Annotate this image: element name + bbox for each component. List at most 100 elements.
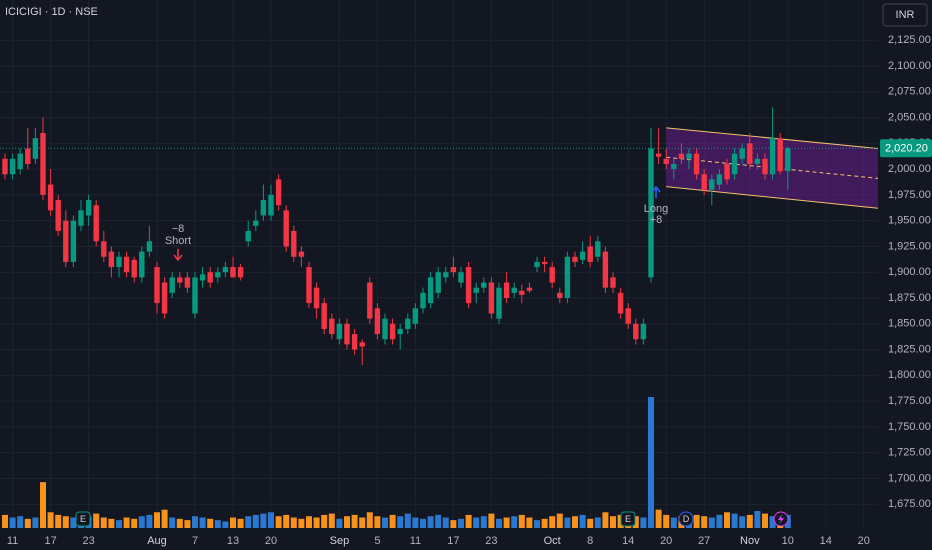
currency-label[interactable]: INR: [896, 9, 915, 21]
event-label[interactable]: E: [625, 514, 631, 524]
candle-body: [298, 251, 305, 257]
volume-bar: [632, 516, 639, 528]
volume-bar: [344, 516, 350, 528]
volume-bar: [488, 513, 495, 528]
candle-body: [116, 256, 122, 268]
candle-body: [161, 282, 168, 314]
volume-bar: [32, 517, 39, 528]
candle-body: [367, 282, 373, 319]
event-label[interactable]: E: [80, 514, 86, 524]
symbol-title: ICICIGI · 1D · NSE: [5, 6, 98, 18]
channel-bottom: [666, 186, 879, 209]
volume-bar: [260, 513, 267, 528]
volume-bar: [556, 513, 563, 528]
event-badge[interactable]: D: [678, 511, 694, 527]
y-tick-label: 2,075.00: [888, 86, 931, 98]
candle-body: [230, 267, 236, 278]
x-tick-label: 20: [660, 535, 672, 547]
volume-bar: [336, 518, 343, 528]
candle-body: [108, 251, 115, 268]
y-tick-label: 1,875.00: [888, 292, 931, 304]
y-tick-label: 2,125.00: [888, 34, 931, 46]
candle-body: [382, 318, 388, 340]
x-tick-label: 7: [192, 535, 198, 547]
event-badge[interactable]: E: [75, 511, 91, 527]
candle-body: [443, 272, 449, 278]
candle-body: [275, 179, 282, 206]
candle-body: [503, 282, 510, 298]
candle-body: [595, 241, 601, 257]
volume-bar: [154, 512, 160, 528]
volume-bar: [465, 514, 472, 528]
volume-bar: [427, 516, 434, 528]
volume-bar: [450, 520, 457, 528]
volume-bar: [397, 516, 404, 528]
x-tick-label: 17: [44, 535, 56, 547]
volume-bar: [214, 520, 221, 528]
volume-bar: [701, 516, 708, 528]
event-badge[interactable]: E: [620, 511, 636, 527]
volume-bar: [176, 518, 183, 528]
candle-body: [572, 256, 578, 262]
volume-bar: [268, 512, 274, 528]
candle-body: [640, 323, 647, 340]
volume-bar: [503, 517, 510, 528]
candle-body: [769, 138, 776, 175]
candle-body: [291, 230, 297, 257]
x-tick-label: Nov: [740, 535, 760, 547]
volume-bar: [252, 514, 259, 528]
candle-body: [754, 158, 761, 164]
volume-bar: [351, 514, 358, 528]
x-tick-label: 23: [82, 535, 94, 547]
x-tick-label: 10: [782, 535, 794, 547]
volume-bar: [298, 518, 305, 528]
volume-bar: [458, 518, 464, 528]
candle-body: [526, 287, 533, 291]
volume-bar: [594, 517, 601, 528]
event-label[interactable]: D: [683, 514, 690, 524]
candle-body: [747, 143, 753, 164]
y-tick-label: 1,925.00: [888, 240, 931, 252]
trade-label: Short: [165, 235, 191, 247]
candle-body: [222, 267, 229, 273]
volume-bar: [321, 514, 328, 528]
x-tick-label: 5: [374, 535, 380, 547]
x-tick-label: 11: [7, 535, 18, 547]
x-tick-label: Sep: [330, 535, 350, 547]
volume-bar: [207, 518, 214, 528]
candle-body: [488, 282, 495, 314]
candle-body: [313, 287, 320, 309]
volume-bar: [435, 514, 442, 528]
volume-bar: [389, 514, 396, 528]
trade-label: Long: [644, 203, 668, 215]
y-tick-label: 1,675.00: [888, 498, 931, 510]
candle-body: [154, 267, 160, 304]
candle-body: [40, 133, 46, 195]
volume-bar: [572, 516, 578, 528]
volume-bar: [382, 517, 388, 528]
volume-bar: [754, 510, 761, 528]
volume-bar: [245, 516, 252, 528]
x-tick-label: 11: [410, 535, 421, 547]
candle-body: [329, 318, 335, 335]
split-badge[interactable]: [773, 511, 789, 527]
volume-bar: [693, 514, 700, 528]
volume-bar: [602, 512, 609, 528]
y-tick-label: 1,950.00: [888, 215, 931, 227]
short-arrow: [173, 249, 183, 262]
candle-body: [534, 261, 540, 268]
candle-body: [511, 287, 517, 293]
candle-body: [351, 334, 358, 350]
trade-qty: −8: [172, 223, 185, 235]
candle-body: [192, 277, 198, 314]
volume-bar: [237, 518, 244, 528]
volume-bar: [17, 516, 24, 528]
volume-bar: [283, 514, 290, 528]
volume-bar: [473, 517, 480, 528]
volume-bar: [640, 517, 647, 528]
volume-bar: [290, 517, 297, 528]
volume-bar: [518, 514, 525, 528]
currency-button[interactable]: [882, 3, 928, 27]
volume-bar: [366, 512, 373, 528]
volume-bar: [24, 518, 31, 528]
